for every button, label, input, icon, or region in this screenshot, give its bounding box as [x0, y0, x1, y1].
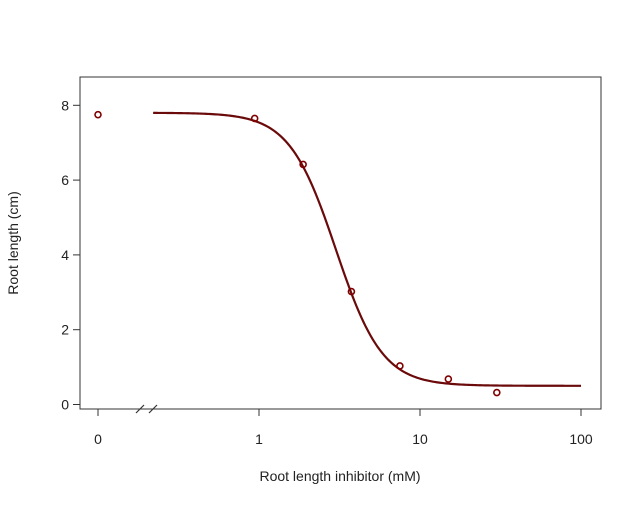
- y-tick-label-6: 6: [61, 172, 69, 188]
- data-points: [94, 110, 501, 397]
- data-point-1: [94, 110, 102, 119]
- x-tick-label-1: 1: [255, 431, 263, 447]
- data-point-5: [396, 362, 404, 370]
- y-axis: 0 2 4 6 8: [61, 97, 80, 413]
- x-axis-title: Root length inhibitor (mM): [259, 468, 420, 484]
- x-axis-break: [135, 404, 158, 414]
- x-tick-label-10: 10: [412, 431, 428, 447]
- x-axis: 0 1 10 100: [94, 409, 593, 447]
- y-axis-title: Root length (cm): [5, 191, 21, 294]
- y-tick-label-8: 8: [61, 97, 69, 113]
- x-tick-label-100: 100: [569, 431, 593, 447]
- data-point-7: [493, 388, 501, 397]
- data-point-2: [250, 114, 259, 123]
- data-point-6: [444, 375, 453, 383]
- y-tick-label-4: 4: [61, 247, 69, 263]
- data-point-3: [299, 160, 307, 169]
- axis-break-mark-1: [135, 404, 145, 414]
- data-point-4: [347, 287, 356, 296]
- y-tick-label-0: 0: [61, 397, 69, 413]
- y-tick-label-2: 2: [61, 322, 69, 338]
- fitted-curve: [153, 111, 581, 387]
- axis-break-mark-2: [148, 404, 158, 414]
- plot-frame: [79, 76, 602, 410]
- x-tick-label-0: 0: [94, 431, 102, 447]
